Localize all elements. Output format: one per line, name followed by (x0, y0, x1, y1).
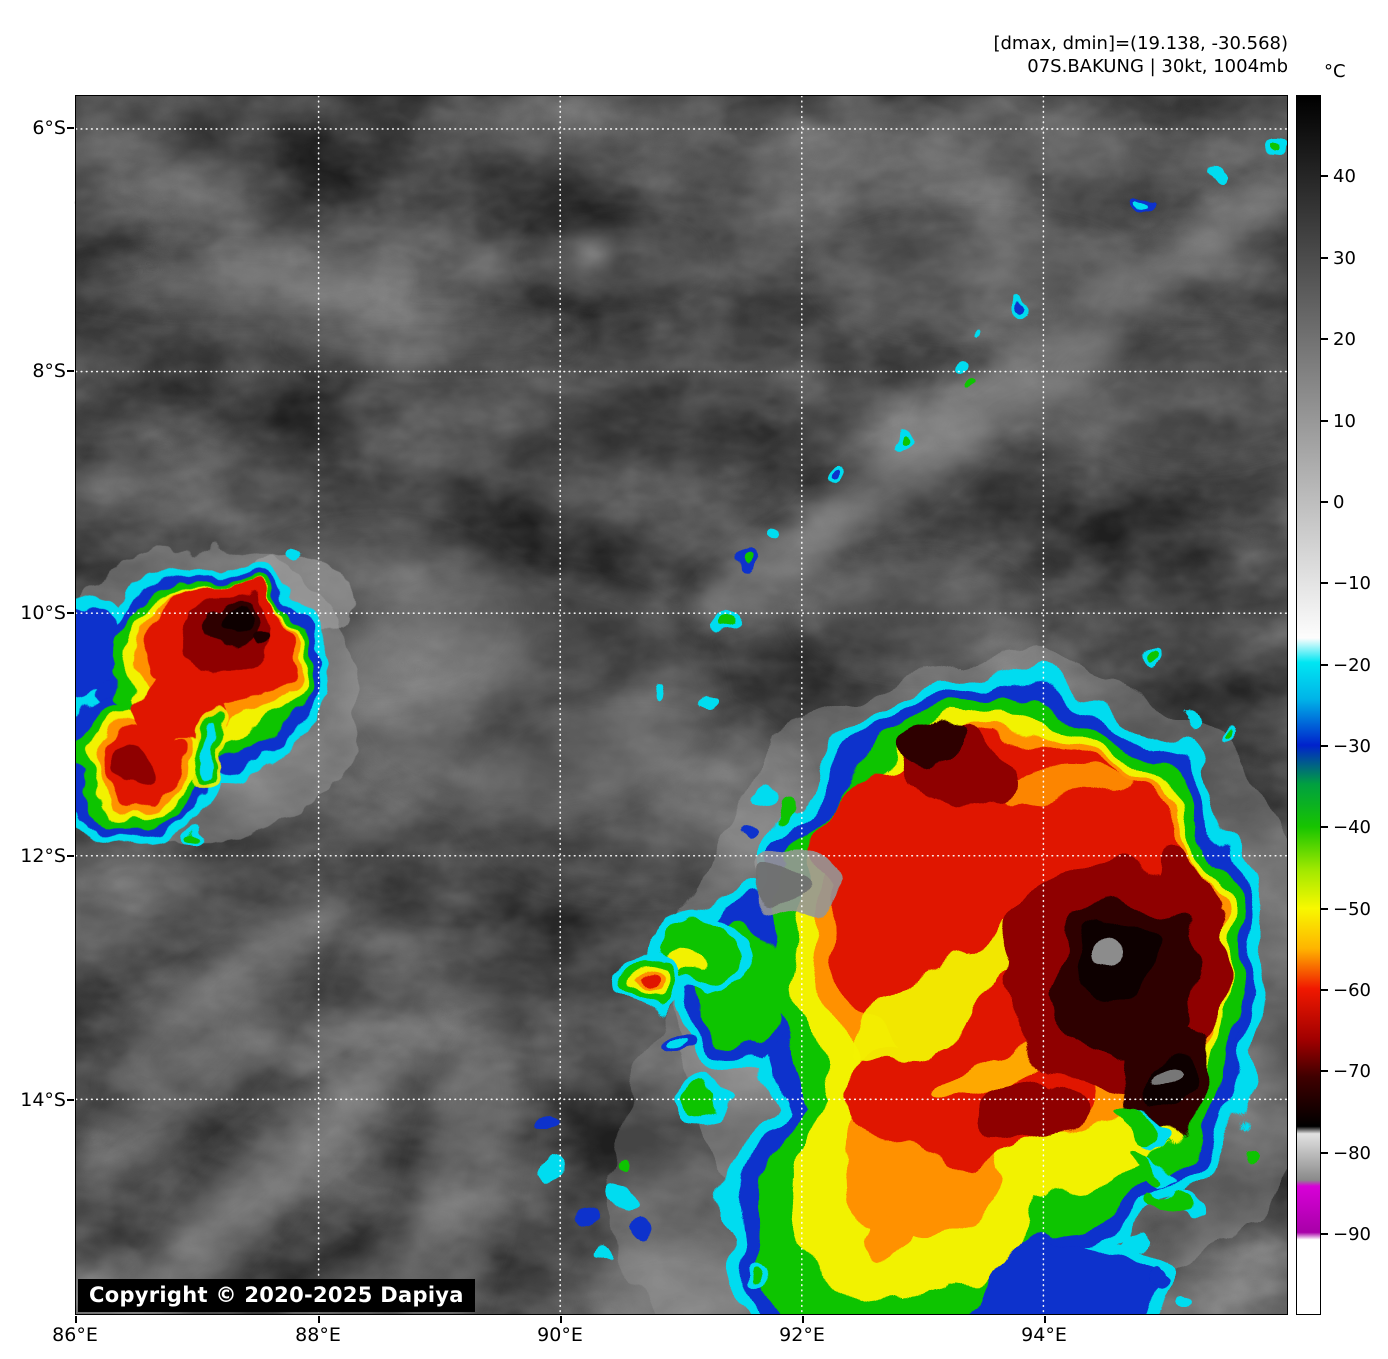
lon-label-88e: 88°E (295, 1324, 341, 1346)
lat-label-8s: 8°S (32, 360, 66, 382)
x-axis-tick (75, 1316, 77, 1323)
y-axis-tick (67, 127, 74, 129)
y-axis-tick (67, 1099, 74, 1101)
tick-mark (1321, 989, 1328, 991)
lon-label-90e: 90°E (537, 1324, 583, 1346)
dmax-dmin-annotation: [dmax, dmin]=(19.138, -30.568) (993, 33, 1288, 54)
lat-label-10s: 10°S (20, 602, 66, 624)
tick-mark (1321, 908, 1328, 910)
copyright-badge: Copyright © 2020-2025 Dapiya (78, 1279, 475, 1312)
tick-mark (1321, 1152, 1328, 1154)
x-axis-tick (560, 1316, 562, 1323)
colorbar-tick-m40: −40 (1321, 816, 1371, 838)
colorbar-tick-40: 40 (1321, 165, 1356, 187)
lon-label-86e: 86°E (52, 1324, 98, 1346)
grid-lines (76, 96, 1287, 1314)
colorbar-tick-m60: −60 (1321, 979, 1371, 1001)
colorbar-tick-m20: −20 (1321, 654, 1371, 676)
colorbar-tick-0: 0 (1321, 491, 1344, 513)
tick-mark (1321, 745, 1328, 747)
colorbar-tick-m80: −80 (1321, 1142, 1371, 1164)
storm-west (76, 547, 361, 843)
satellite-map: Copyright © 2020-2025 Dapiya (75, 95, 1288, 1315)
tick-mark (1321, 826, 1328, 828)
y-axis-tick (67, 612, 74, 614)
colorbar-tick-30: 30 (1321, 247, 1356, 269)
colorbar-tick-m10: −10 (1321, 572, 1371, 594)
lat-label-6s: 6°S (32, 117, 66, 139)
convective-cells (186, 136, 1285, 1312)
lat-label-12s: 12°S (20, 845, 66, 867)
tick-mark (1321, 582, 1328, 584)
tick-mark (1321, 1233, 1328, 1235)
colorbar-tick-m50: −50 (1321, 898, 1371, 920)
tick-mark (1321, 1070, 1328, 1072)
lon-label-94e: 94°E (1021, 1324, 1067, 1346)
tick-mark (1321, 664, 1328, 666)
tick-mark (1321, 501, 1328, 503)
satellite-imagery (76, 96, 1287, 1314)
lat-label-14s: 14°S (20, 1089, 66, 1111)
x-axis-tick (802, 1316, 804, 1323)
tick-mark (1321, 257, 1328, 259)
colorbar-tick-10: 10 (1321, 410, 1356, 432)
tick-mark (1321, 338, 1328, 340)
lon-label-92e: 92°E (779, 1324, 825, 1346)
x-axis-tick (1044, 1316, 1046, 1323)
colorbar-tick-m70: −70 (1321, 1060, 1371, 1082)
temperature-colorbar (1296, 95, 1321, 1315)
colorbar-tick-m30: −30 (1321, 735, 1371, 757)
colorbar-unit-label: °C (1324, 61, 1346, 82)
annotation-block: [dmax, dmin]=(19.138, -30.568) 07S.BAKUN… (993, 32, 1288, 79)
tick-mark (1321, 175, 1328, 177)
x-axis-tick (318, 1316, 320, 1323)
colorbar-tick-20: 20 (1321, 328, 1356, 350)
storm-info-annotation: 07S.BAKUNG | 30kt, 1004mb (1027, 56, 1288, 78)
tick-mark (1321, 420, 1328, 422)
y-axis-tick (67, 370, 74, 372)
colorbar-tick-m90: −90 (1321, 1223, 1371, 1245)
y-axis-tick (67, 855, 74, 857)
